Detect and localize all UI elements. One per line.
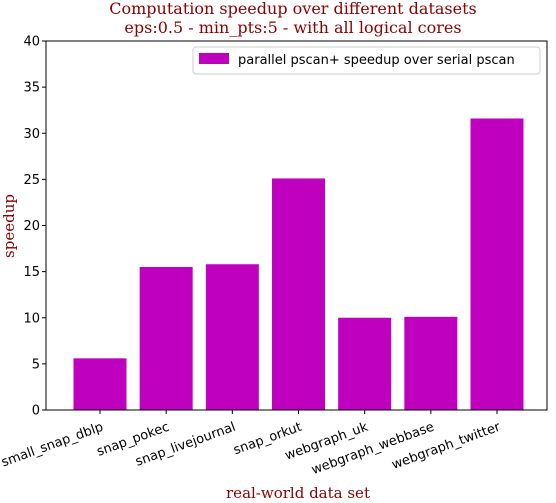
bar-snap-orkut <box>272 178 325 410</box>
y-tick-label: 40 <box>23 35 40 50</box>
y-tick-label: 25 <box>23 173 40 188</box>
y-tick-label: 10 <box>23 311 40 326</box>
x-tick-label: small_snap_dblp <box>0 420 105 471</box>
bar-webgraph-twitter <box>470 118 524 411</box>
legend-label: parallel pscan+ speedup over serial psca… <box>238 53 515 68</box>
y-axis: 0 5 10 15 20 25 30 35 40 <box>23 35 46 419</box>
bar-small-snap-dblp <box>73 358 127 410</box>
y-axis-label: speedup <box>0 194 18 258</box>
bar-webgraph-webbase <box>404 316 458 410</box>
y-tick-label: 20 <box>23 219 40 234</box>
bar-webgraph-uk <box>338 317 392 410</box>
bar-snap-pokec <box>139 267 193 410</box>
y-tick-label: 5 <box>32 357 40 372</box>
y-tick-label: 35 <box>23 81 40 96</box>
chart-title: Computation speedup over different datas… <box>109 0 476 18</box>
bars-layer <box>73 118 524 411</box>
plot-frame <box>45 40 548 411</box>
x-axis-label: real-world data set <box>226 484 370 502</box>
y-tick-label: 15 <box>23 265 40 280</box>
legend-box <box>192 46 541 75</box>
chart-subtitle: eps:0.5 - min_pts:5 - with all logical c… <box>124 18 461 37</box>
legend: parallel pscan+ speedup over serial psca… <box>192 46 541 75</box>
legend-swatch <box>199 53 229 64</box>
x-axis: small_snap_dblpsnap_pokecsnap_livejourna… <box>0 410 503 478</box>
bar-snap-livejournal <box>205 264 259 410</box>
y-tick-label: 30 <box>23 127 40 142</box>
x-tick-label: webgraph_twitter <box>390 419 503 472</box>
y-tick-label: 0 <box>32 404 40 419</box>
